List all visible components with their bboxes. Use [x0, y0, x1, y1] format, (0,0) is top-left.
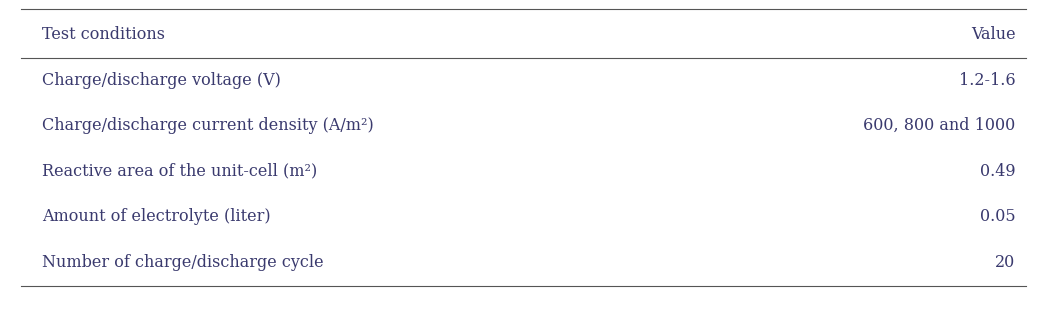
- Text: Value: Value: [971, 26, 1016, 43]
- Text: 0.49: 0.49: [980, 163, 1016, 180]
- Text: Charge/discharge voltage (V): Charge/discharge voltage (V): [42, 72, 281, 89]
- Text: 0.05: 0.05: [980, 208, 1016, 225]
- Text: Amount of electrolyte (liter): Amount of electrolyte (liter): [42, 208, 270, 225]
- Text: 600, 800 and 1000: 600, 800 and 1000: [864, 117, 1016, 134]
- Text: Reactive area of the unit-cell (m²): Reactive area of the unit-cell (m²): [42, 163, 317, 180]
- Text: Number of charge/discharge cycle: Number of charge/discharge cycle: [42, 254, 324, 271]
- Text: Charge/discharge current density (A/m²): Charge/discharge current density (A/m²): [42, 117, 374, 134]
- Text: Test conditions: Test conditions: [42, 26, 164, 43]
- Text: 1.2-1.6: 1.2-1.6: [959, 72, 1016, 89]
- Text: 20: 20: [996, 254, 1016, 271]
